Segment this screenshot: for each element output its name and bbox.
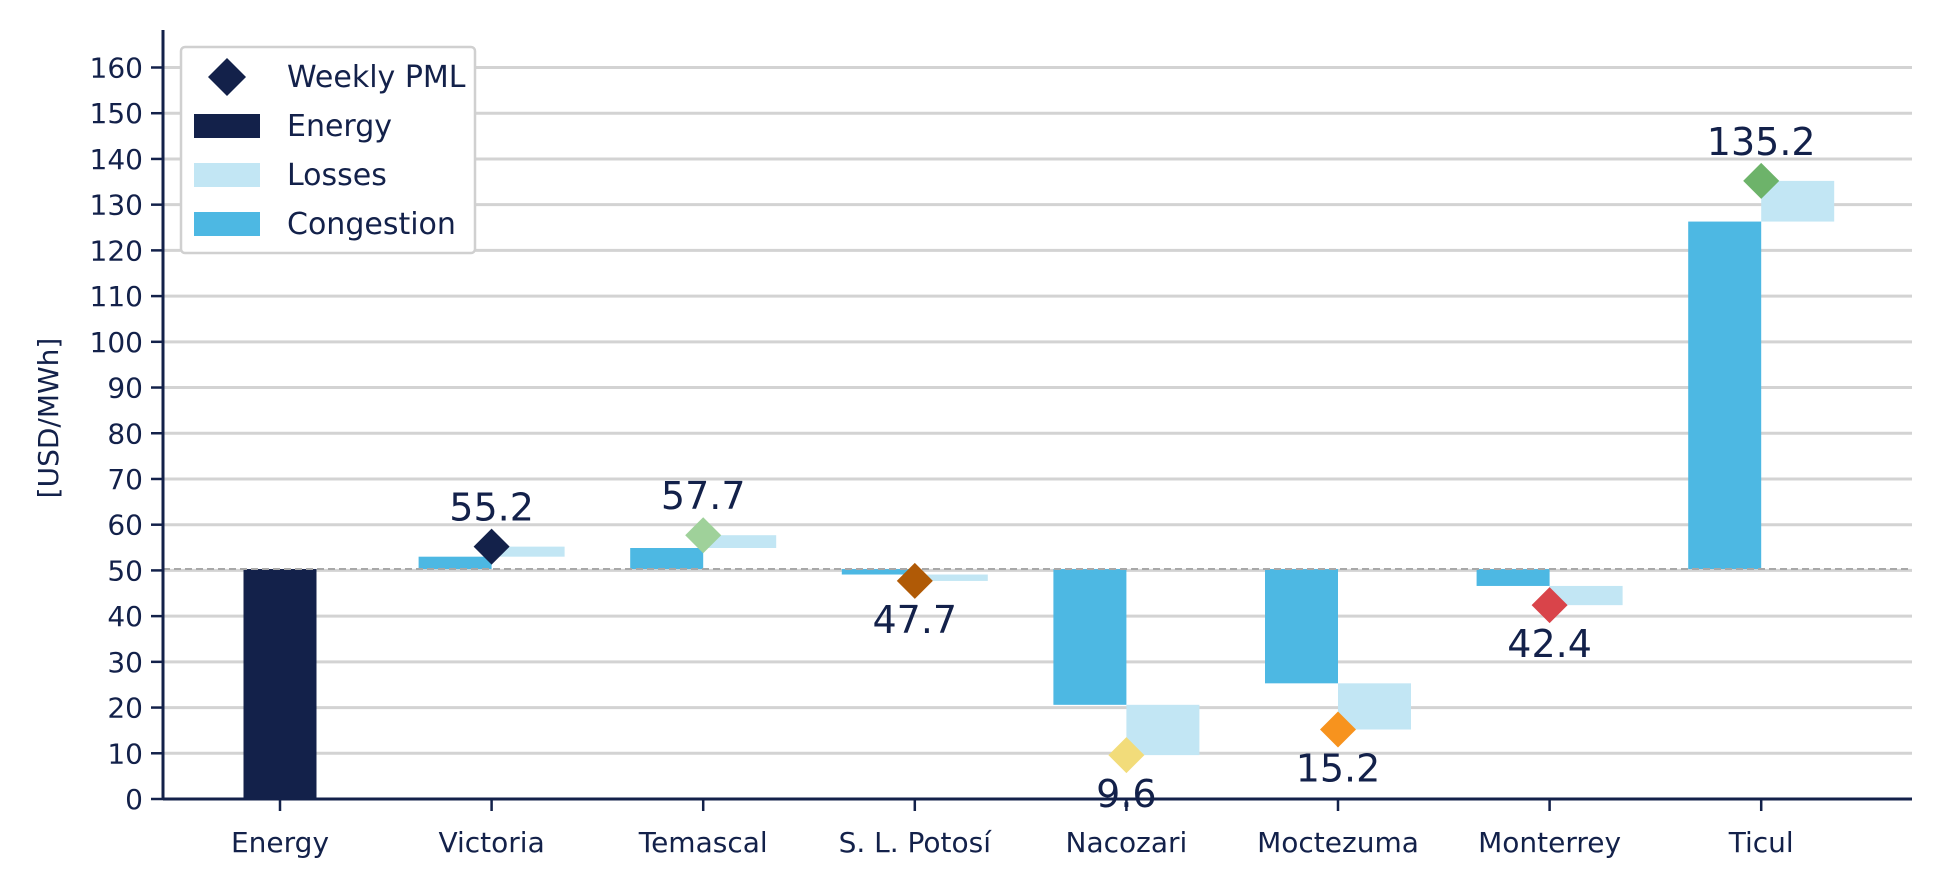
weekly-pml-marker — [1743, 162, 1780, 199]
losses-bar — [1761, 180, 1835, 222]
legend-box — [179, 45, 477, 255]
y-tick-label: 60 — [107, 509, 143, 542]
x-tick-label: Monterrey — [1478, 826, 1621, 859]
y-tick-label: 20 — [107, 692, 143, 725]
legend-label: Congestion — [287, 207, 456, 242]
pml-data-label: 47.7 — [872, 598, 957, 642]
pml-data-label: 55.2 — [449, 486, 534, 530]
x-tick-label: Ticul — [1728, 826, 1794, 859]
x-tick-label: Temascal — [638, 826, 768, 859]
y-tick-label: 150 — [90, 97, 143, 130]
y-tick-label: 140 — [90, 143, 143, 176]
y-tick-label: 80 — [107, 417, 143, 450]
congestion-bar — [1688, 221, 1762, 570]
weekly-pml-marker — [1531, 587, 1568, 624]
pml-data-label: 15.2 — [1296, 747, 1381, 791]
legend-label: Losses — [287, 158, 387, 193]
losses-bar — [914, 574, 988, 581]
congestion-bar — [1265, 569, 1338, 684]
weekly-pml-marker — [896, 562, 933, 599]
y-tick-label: 120 — [90, 234, 143, 267]
pml-data-label: 135.2 — [1707, 120, 1816, 164]
y-tick-label: 110 — [90, 280, 143, 313]
weekly-pml-marker — [473, 528, 510, 565]
weekly-pml-marker — [685, 517, 722, 554]
data-labels: 55.2 57.7 47.7 9.6 15.2 42.4 135.2 — [449, 120, 1815, 816]
congestion-bar — [630, 548, 704, 570]
pml-data-label: 42.4 — [1507, 622, 1592, 666]
y-tick-label: 100 — [90, 326, 143, 359]
y-tick-label: 0 — [125, 783, 143, 816]
losses-bar — [1549, 585, 1623, 606]
legend-swatch — [194, 163, 260, 187]
y-tick-label: 30 — [107, 646, 143, 679]
y-tick-label: 10 — [107, 737, 143, 770]
losses-bar — [491, 546, 565, 557]
y-tick-label: 50 — [107, 554, 143, 587]
pml-markers — [473, 162, 1780, 774]
losses-bar — [1126, 704, 1200, 756]
axes: 0 10 20 30 40 50 60 70 80 90 100 110 120 130 140 150 160… — [90, 30, 1912, 859]
x-tick-label: Nacozari — [1066, 826, 1188, 859]
energy-bar — [243, 569, 317, 799]
pml-data-label: 57.7 — [661, 474, 746, 518]
x-tick-label: Moctezuma — [1257, 826, 1419, 859]
weekly-pml-marker — [1320, 711, 1356, 748]
y-tick-label: 130 — [90, 189, 143, 222]
losses-bar — [703, 535, 777, 549]
congestion-bar — [418, 556, 492, 570]
x-tick-label: Energy — [231, 826, 329, 859]
legend-label: Weekly PML — [287, 60, 466, 95]
weekly-pml-marker — [1108, 737, 1145, 774]
x-tick-label: S. L. Potosí — [839, 826, 993, 859]
y-axis-title: [USD/MWh] — [32, 338, 65, 499]
legend: Weekly PML Energy Losses Congestion — [179, 45, 477, 255]
y-tick-label: 40 — [107, 600, 143, 633]
losses-bar — [1338, 683, 1411, 730]
pml-data-label: 9.6 — [1096, 772, 1156, 816]
y-tick-label: 160 — [90, 52, 143, 85]
legend-swatch-pml — [208, 58, 246, 96]
congestion-bar — [1053, 569, 1127, 705]
x-tick-label: Victoria — [438, 826, 544, 859]
y-tick-label: 90 — [107, 372, 143, 405]
congestion-bar — [1476, 569, 1550, 586]
y-tick-label: 70 — [107, 463, 143, 496]
congestion-bar — [841, 569, 915, 575]
legend-label: Energy — [287, 109, 392, 144]
legend-swatch — [194, 212, 260, 236]
legend-swatch — [194, 114, 260, 138]
bars — [243, 180, 1835, 799]
